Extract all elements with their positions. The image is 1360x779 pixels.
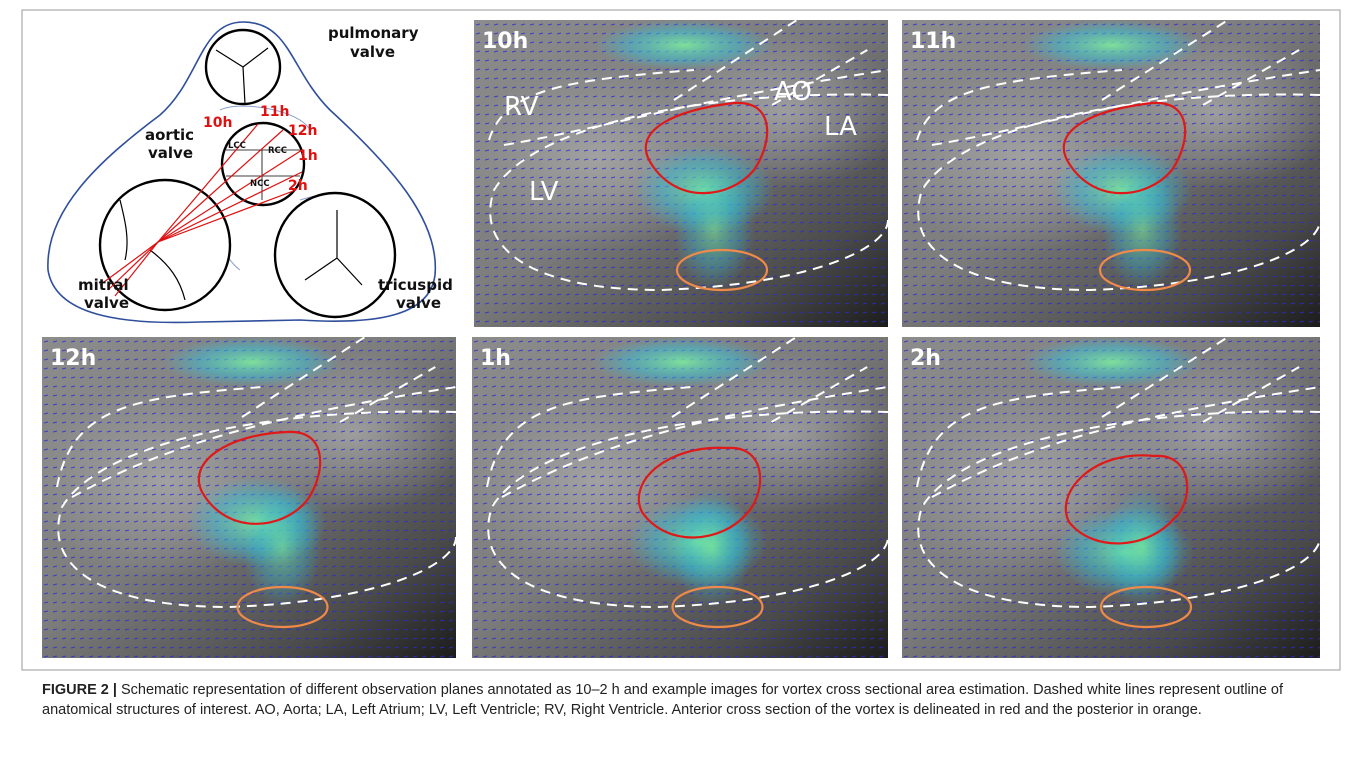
cusp-label: RCC [268,146,287,156]
image-panel: 11h [881,20,1341,327]
plane-label: 10h [203,115,232,131]
panel-content [881,20,1341,327]
panel-label: 10h [482,29,528,54]
cusp-label: NCC [250,179,270,189]
panel-content [451,337,909,658]
schematic: pulmonaryvalveaorticvalvemitralvalvetric… [48,22,453,322]
flow-jet [242,487,322,607]
valve-label: valve [84,294,129,312]
panel-label: 12h [50,346,96,371]
valve-label: aortic [145,126,194,144]
flow-jet [1022,20,1202,70]
image-panel: 10h AO RV LA LV [453,20,908,327]
flow-jet [674,170,754,290]
caption: FIGURE 2 | Schematic representation of d… [42,680,1332,720]
flow-jet [1022,337,1202,387]
panel-label: 11h [910,29,956,54]
valve-label: tricuspid [378,276,453,294]
image-panel: 2h [881,337,1341,658]
flow-jet [592,337,772,387]
caption-label: FIGURE 2 | [42,682,117,698]
plane-label: 12h [288,123,317,139]
flow-jet [594,20,774,70]
figure: pulmonaryvalveaorticvalvemitralvalvetric… [0,0,1360,779]
region-label: AO [774,77,812,107]
plane-label: 1h [298,148,318,164]
panel-content [21,337,476,658]
valve-label: valve [350,43,395,61]
panel-label: 1h [480,346,511,371]
image-panel: 1h [451,337,909,658]
region-label: RV [504,92,539,122]
valve-label: pulmonary [328,24,419,42]
image-panel: 12h [21,337,476,658]
figure-graphics: pulmonaryvalveaorticvalvemitralvalvetric… [0,0,1360,680]
region-label: LV [529,177,559,207]
panel-label: 2h [910,346,941,371]
flow-jet [162,337,342,387]
flow-jet [1102,170,1182,290]
panel-content [881,337,1341,658]
plane-label: 2h [288,178,308,194]
valve-label: valve [396,294,441,312]
plane-label: 11h [260,104,289,120]
region-label: LA [824,112,857,142]
panel-content [453,20,908,327]
valve-label: valve [148,144,193,162]
valve-label: mitral [78,276,129,294]
caption-text: Schematic representation of different ob… [42,682,1283,718]
cusp-label: LCC [228,141,246,151]
